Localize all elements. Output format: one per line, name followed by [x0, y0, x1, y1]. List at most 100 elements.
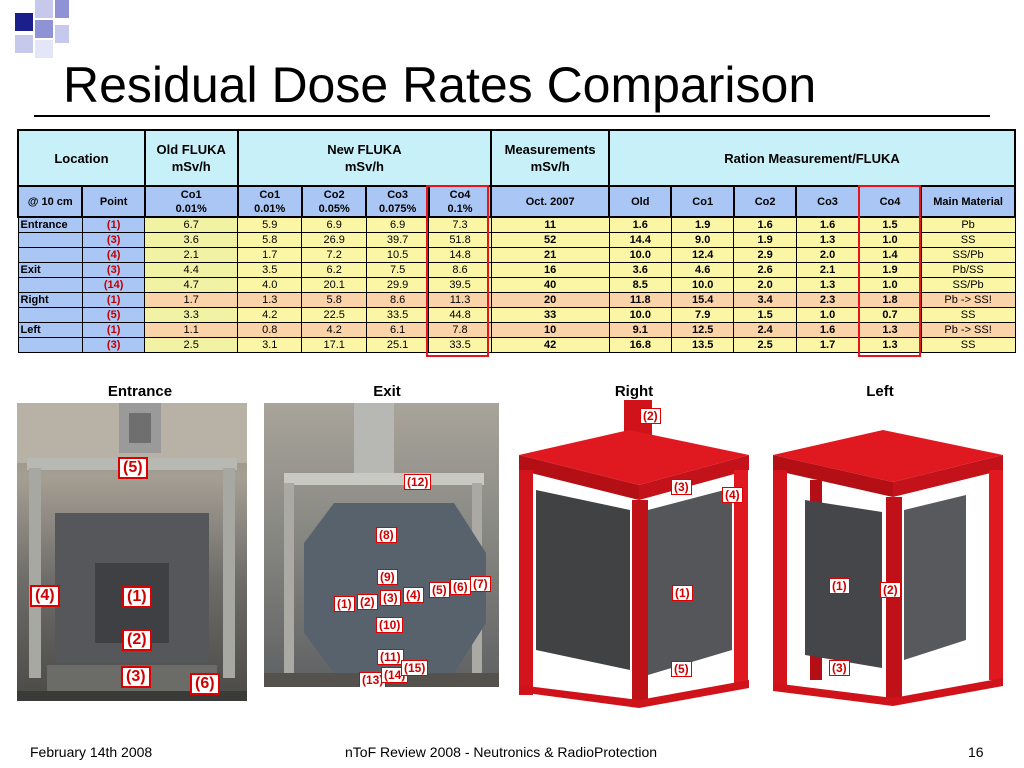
cell-r-old: 1.6 — [608, 216, 672, 233]
entrance-tag-5: (5) — [118, 457, 148, 479]
cell-old: 4.7 — [144, 277, 239, 293]
cell-co2: 6.9 — [301, 216, 367, 233]
cell-co1: 1.7 — [237, 247, 303, 263]
exit-tag-8: (8) — [376, 527, 397, 543]
header-co4-name: Co4 — [449, 188, 471, 201]
header-ratio: Ration Measurement/FLUKA — [608, 129, 1016, 187]
cell-r-co3: 2.3 — [795, 292, 860, 308]
table-header-row-2: @ 10 cm Point Co1 0.01% Co1 0.01% Co2 0.05%… — [16, 185, 1016, 218]
cell-co4: 7.8 — [428, 322, 492, 338]
cell-co1: 0.8 — [237, 322, 303, 338]
exit-tag-11: (11) — [377, 649, 404, 665]
header-old-co1-name: Co1 — [180, 188, 202, 201]
entrance-photo: (5) (4) (1) (2) (3) (6) — [17, 403, 247, 701]
entrance-tag-3: (3) — [121, 666, 151, 688]
header-measurements-title: Measurements — [504, 142, 596, 157]
exit-tag-2: (2) — [357, 594, 378, 610]
cell-co2: 20.1 — [301, 277, 367, 293]
cell-co1: 3.1 — [237, 337, 303, 353]
cell-old: 3.6 — [144, 232, 239, 248]
entrance-tag-4: (4) — [30, 585, 60, 607]
cell-r-co3: 2.1 — [795, 262, 860, 278]
cell-r-co3: 1.3 — [795, 277, 860, 293]
dose-rate-table: Location Old FLUKA mSv/h New FLUKA mSv/h M… — [16, 129, 1016, 353]
header-ratio-co2: Co2 — [732, 185, 798, 218]
exit-tag-1: (1) — [334, 596, 355, 612]
header-co1-name: Co1 — [259, 188, 281, 201]
cell-r-co2: 1.9 — [733, 232, 797, 248]
cell-mat: SS — [920, 232, 1016, 248]
slide-title: Residual Dose Rates Comparison — [63, 57, 817, 113]
photo-label-left: Left — [866, 383, 894, 400]
cell-r-co4: 1.9 — [858, 262, 922, 278]
cell-r-co2: 1.6 — [733, 216, 797, 233]
cell-co2: 5.8 — [301, 292, 367, 308]
header-old-co1-pct: 0.01% — [175, 202, 207, 215]
cell-co1: 5.9 — [237, 216, 303, 233]
exit-tag-13: (13) — [359, 672, 387, 687]
header-ratio-co1: Co1 — [670, 185, 735, 218]
table-row: Left (1) 1.1 0.8 4.2 6.1 7.8 10 9.1 12.5 2.4 1.6 1.3… — [17, 322, 1016, 338]
photo-label-right: Right — [614, 383, 654, 400]
cell-r-co1: 4.6 — [670, 262, 735, 278]
cell-co4: 7.3 — [428, 216, 492, 233]
left-render-illustration — [773, 430, 1003, 706]
cell-co3: 7.5 — [365, 262, 430, 278]
cell-mat: SS/Pb — [920, 247, 1016, 263]
header-co2: Co2 0.05% — [300, 185, 368, 218]
co4-column-highlight — [426, 185, 489, 357]
cell-mat: Pb -> SS! — [920, 322, 1016, 338]
left-tag-2: (2) — [880, 582, 901, 598]
cell-loc — [17, 307, 83, 323]
cell-r-co2: 2.9 — [733, 247, 797, 263]
right-tag-3: (3) — [671, 479, 692, 495]
cell-mat: Pb — [920, 216, 1016, 233]
cell-old: 6.7 — [144, 216, 239, 233]
cell-co4: 8.6 — [428, 262, 492, 278]
cell-r-co2: 3.4 — [733, 292, 797, 308]
right-tag-5: (5) — [671, 661, 692, 677]
cell-loc — [17, 337, 83, 353]
cell-point: (3) — [81, 262, 146, 278]
right-tag-4: (4) — [722, 487, 743, 503]
header-old-fluka-unit: mSv/h — [171, 159, 211, 174]
cell-point: (1) — [81, 216, 146, 233]
table-row: Exit (3) 4.4 3.5 6.2 7.5 8.6 16 3.6 4.6 2.6 2.1 1.9 P… — [17, 262, 1016, 278]
photo-label-entrance: Entrance — [107, 383, 173, 400]
cell-old: 1.7 — [144, 292, 239, 308]
cell-point: (5) — [81, 307, 146, 323]
cell-r-co2: 2.5 — [733, 337, 797, 353]
cell-r-co3: 1.7 — [795, 337, 860, 353]
header-oct-2007: Oct. 2007 — [490, 185, 611, 218]
cell-r-old: 14.4 — [608, 232, 672, 248]
cell-meas: 33 — [490, 307, 610, 323]
cell-loc — [17, 277, 83, 293]
footer-page-number: 16 — [968, 744, 984, 760]
table-row: Entrance (1) 6.7 5.9 6.9 6.9 7.3 11 1.6 1.9 1.6 1.6… — [17, 216, 1016, 233]
cell-loc — [17, 247, 83, 263]
cell-old: 2.5 — [144, 337, 239, 353]
cell-co4: 44.8 — [428, 307, 492, 323]
cell-r-co3: 1.6 — [795, 216, 860, 233]
header-co3: Co3 0.075% — [365, 185, 430, 218]
cell-r-co4: 1.3 — [858, 337, 922, 353]
header-ratio-co3: Co3 — [795, 185, 860, 218]
cell-co3: 6.9 — [365, 216, 430, 233]
header-measurements-unit: mSv/h — [530, 159, 570, 174]
header-at10cm: @ 10 cm — [16, 185, 84, 218]
header-new-fluka: New FLUKA mSv/h — [236, 129, 493, 187]
cell-co1: 3.5 — [237, 262, 303, 278]
cell-meas: 42 — [490, 337, 610, 353]
cell-old: 2.1 — [144, 247, 239, 263]
cell-r-co1: 15.4 — [670, 292, 735, 308]
exit-tag-7: (7) — [470, 576, 491, 592]
header-co3-name: Co3 — [387, 188, 408, 201]
cell-co1: 1.3 — [237, 292, 303, 308]
cell-co4: 11.3 — [428, 292, 492, 308]
cell-r-old: 8.5 — [608, 277, 672, 293]
cell-meas: 16 — [490, 262, 610, 278]
header-point: Point — [81, 185, 146, 218]
cell-r-co1: 12.5 — [670, 322, 735, 338]
cell-point: (14) — [81, 277, 146, 293]
cell-co4: 33.5 — [428, 337, 492, 353]
